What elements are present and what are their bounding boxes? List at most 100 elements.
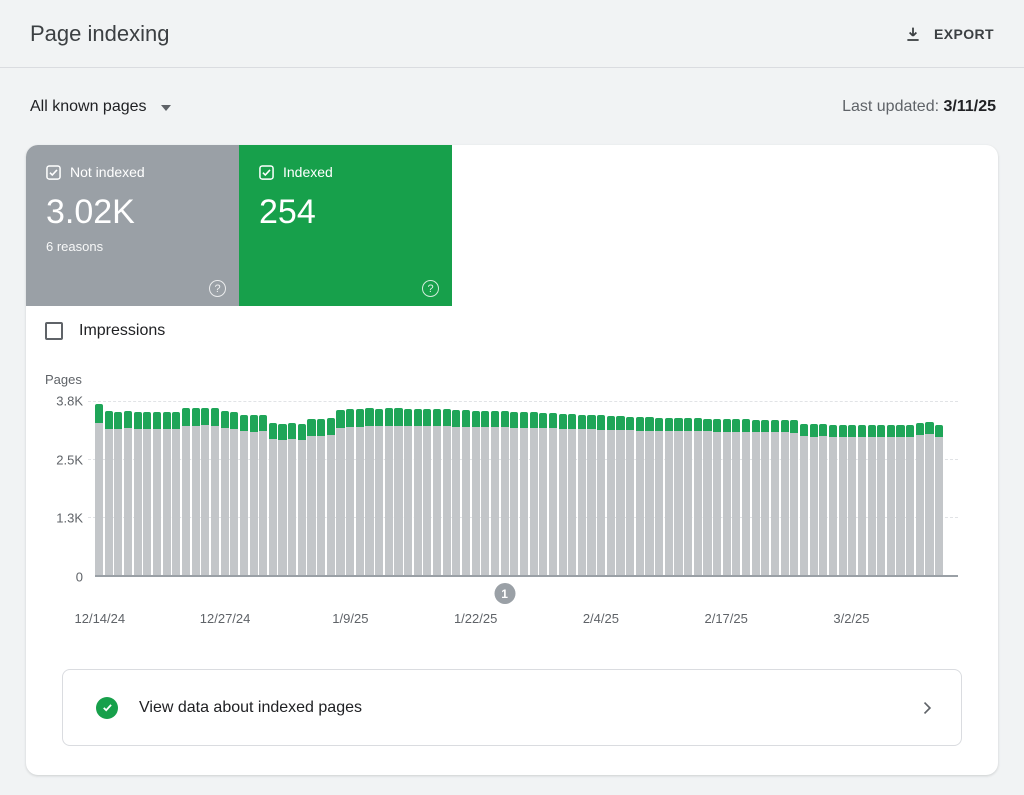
- bar[interactable]: [432, 401, 442, 575]
- bar[interactable]: [606, 401, 615, 575]
- bar[interactable]: [548, 401, 557, 575]
- bar[interactable]: [471, 401, 480, 575]
- bar[interactable]: [181, 401, 191, 575]
- bar[interactable]: [442, 401, 451, 575]
- bar[interactable]: [867, 401, 876, 575]
- bar[interactable]: [896, 401, 905, 575]
- bar[interactable]: [838, 401, 847, 575]
- bar[interactable]: [133, 401, 142, 575]
- bar[interactable]: [143, 401, 152, 575]
- bar[interactable]: [481, 401, 490, 575]
- impressions-toggle[interactable]: Impressions: [45, 322, 165, 340]
- bar[interactable]: [684, 401, 693, 575]
- bar[interactable]: [664, 401, 673, 575]
- bar[interactable]: [162, 401, 171, 575]
- bar[interactable]: [500, 401, 509, 575]
- bar[interactable]: [191, 401, 200, 575]
- not-indexed-card[interactable]: Not indexed 3.02K 6 reasons ?: [26, 145, 239, 306]
- bar[interactable]: [375, 401, 384, 575]
- bar[interactable]: [722, 401, 731, 575]
- bar[interactable]: [519, 401, 529, 575]
- bar[interactable]: [346, 401, 355, 575]
- bar[interactable]: [114, 401, 123, 575]
- bar[interactable]: [259, 401, 268, 575]
- bar[interactable]: [674, 401, 683, 575]
- bar[interactable]: [906, 401, 915, 575]
- bar[interactable]: [307, 401, 316, 575]
- bar[interactable]: [278, 401, 287, 575]
- bar[interactable]: [848, 401, 857, 575]
- bar[interactable]: [857, 401, 866, 575]
- bar[interactable]: [713, 401, 722, 575]
- bar[interactable]: [104, 401, 113, 575]
- checked-checkbox-icon[interactable]: [259, 164, 274, 180]
- bar[interactable]: [172, 401, 181, 575]
- bar[interactable]: [413, 401, 422, 575]
- bar[interactable]: [558, 401, 567, 575]
- bar[interactable]: [461, 401, 471, 575]
- bar[interactable]: [326, 401, 335, 575]
- bar[interactable]: [239, 401, 248, 575]
- bar[interactable]: [288, 401, 297, 575]
- bar[interactable]: [819, 401, 828, 575]
- bar[interactable]: [703, 401, 712, 575]
- bar[interactable]: [249, 401, 258, 575]
- bar[interactable]: [761, 401, 770, 575]
- bar[interactable]: [490, 401, 500, 575]
- bar[interactable]: [336, 401, 345, 575]
- export-button[interactable]: EXPORT: [904, 25, 994, 43]
- checked-checkbox-icon[interactable]: [46, 164, 61, 180]
- bar[interactable]: [201, 401, 210, 575]
- bar[interactable]: [616, 401, 625, 575]
- bar[interactable]: [645, 401, 654, 575]
- bar[interactable]: [568, 401, 577, 575]
- indexed-card[interactable]: Indexed 254 ?: [239, 145, 452, 306]
- bar[interactable]: [230, 401, 239, 575]
- annotation-badge[interactable]: 1: [494, 583, 516, 604]
- bar[interactable]: [828, 401, 838, 575]
- bar[interactable]: [655, 401, 664, 575]
- bar[interactable]: [268, 401, 277, 575]
- bar[interactable]: [384, 401, 393, 575]
- bar[interactable]: [297, 401, 306, 575]
- bar[interactable]: [95, 401, 104, 575]
- bar[interactable]: [423, 401, 432, 575]
- bar[interactable]: [452, 401, 461, 575]
- bar[interactable]: [220, 401, 229, 575]
- bar[interactable]: [597, 401, 606, 575]
- bar[interactable]: [925, 401, 934, 575]
- bar[interactable]: [404, 401, 413, 575]
- bar[interactable]: [529, 401, 538, 575]
- bar[interactable]: [751, 401, 760, 575]
- bar[interactable]: [210, 401, 220, 575]
- bar[interactable]: [123, 401, 133, 575]
- bar[interactable]: [355, 401, 364, 575]
- bar[interactable]: [626, 401, 635, 575]
- bar[interactable]: [510, 401, 519, 575]
- bar[interactable]: [635, 401, 644, 575]
- bar[interactable]: [365, 401, 374, 575]
- page-filter-dropdown[interactable]: All known pages: [30, 98, 171, 116]
- bar[interactable]: [741, 401, 751, 575]
- bar[interactable]: [877, 401, 886, 575]
- bar[interactable]: [539, 401, 548, 575]
- bar[interactable]: [790, 401, 799, 575]
- bar[interactable]: [152, 401, 162, 575]
- bar[interactable]: [935, 401, 944, 575]
- bar[interactable]: [587, 401, 596, 575]
- bar[interactable]: [693, 401, 702, 575]
- view-indexed-data-link[interactable]: View data about indexed pages: [62, 669, 962, 746]
- unchecked-checkbox-icon[interactable]: [45, 322, 63, 340]
- bar[interactable]: [732, 401, 741, 575]
- bar[interactable]: [394, 401, 403, 575]
- bar[interactable]: [886, 401, 895, 575]
- bar[interactable]: [317, 401, 326, 575]
- bar[interactable]: [809, 401, 818, 575]
- help-icon[interactable]: ?: [209, 280, 226, 297]
- bar[interactable]: [780, 401, 789, 575]
- bar[interactable]: [770, 401, 780, 575]
- bar[interactable]: [577, 401, 586, 575]
- bar[interactable]: [915, 401, 924, 575]
- bar[interactable]: [799, 401, 809, 575]
- help-icon[interactable]: ?: [422, 280, 439, 297]
